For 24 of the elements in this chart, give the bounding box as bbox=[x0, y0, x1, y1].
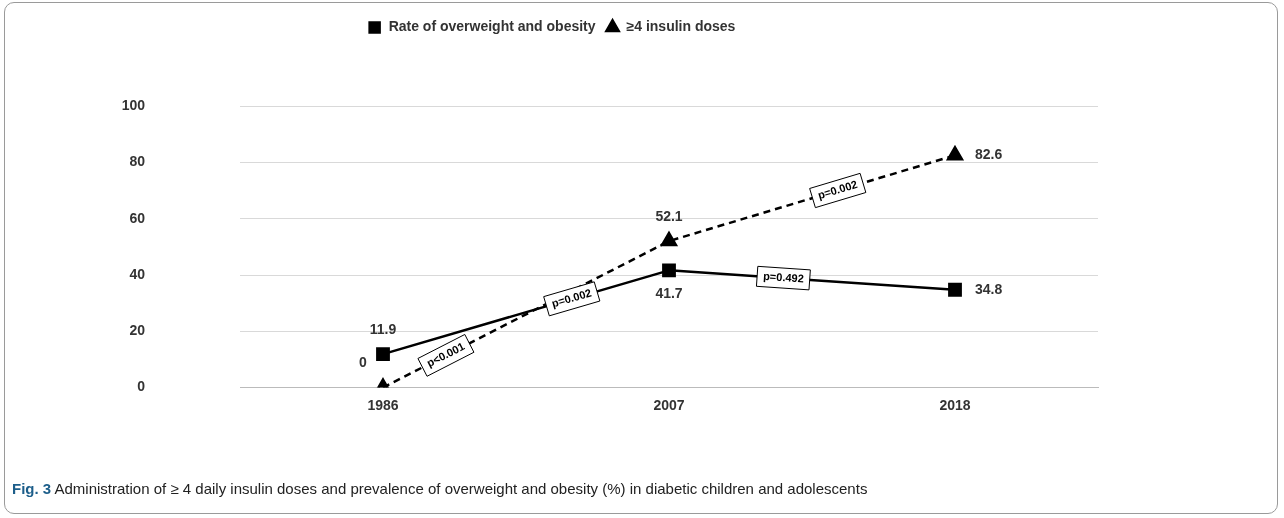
data-label: 82.6 bbox=[975, 146, 1003, 163]
y-tick-label: 60 bbox=[129, 209, 146, 226]
y-tick-label: 0 bbox=[137, 378, 146, 395]
data-label: 52.1 bbox=[655, 207, 683, 224]
data-label: 34.8 bbox=[975, 280, 1003, 297]
annotation: p=0.492 bbox=[762, 269, 805, 285]
data-label: 41.7 bbox=[655, 285, 683, 302]
point bbox=[946, 146, 964, 161]
y-tick-label: 100 bbox=[121, 97, 146, 114]
point bbox=[662, 263, 676, 278]
caption: Fig. 3 Administration of ≥ 4 daily insulin doses and prevalence of overweight and obesity (%) in diabetic children and adolescents bbox=[12, 480, 868, 497]
legend-label: Rate of overweight and obesity bbox=[388, 18, 596, 35]
x-tick-label: 1986 bbox=[367, 396, 399, 413]
x-tick-label: 2018 bbox=[939, 396, 971, 413]
point bbox=[948, 282, 962, 297]
y-tick-label: 40 bbox=[129, 265, 146, 282]
data-label: 0 bbox=[359, 354, 368, 371]
legend-label: ≥4 insulin doses bbox=[626, 18, 736, 35]
y-tick-label: 20 bbox=[129, 322, 146, 339]
x-tick-label: 2007 bbox=[653, 396, 685, 413]
y-tick-label: 80 bbox=[129, 153, 146, 170]
point bbox=[376, 347, 390, 362]
point bbox=[660, 231, 678, 247]
data-label: 11.9 bbox=[369, 321, 397, 337]
